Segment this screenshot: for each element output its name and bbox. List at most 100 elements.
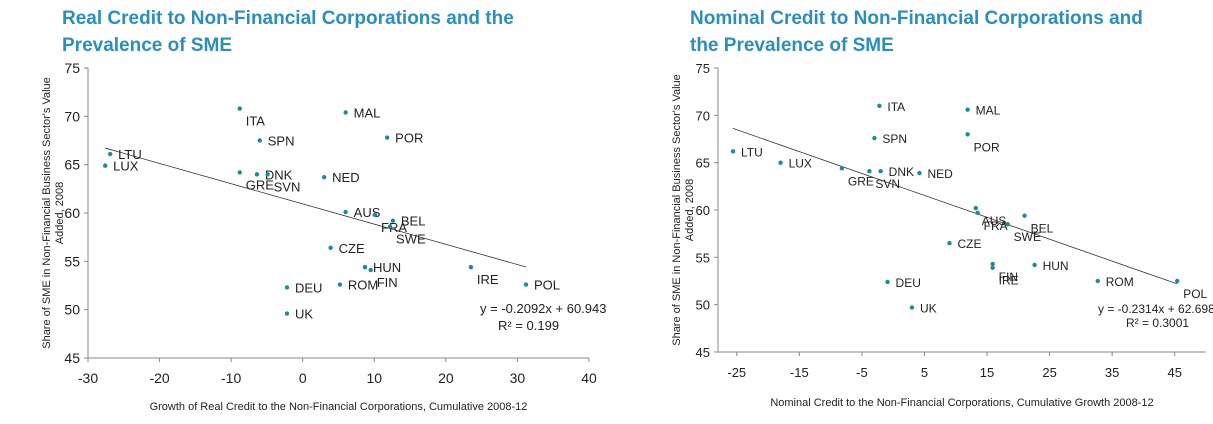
y-tick-label: 65: [696, 156, 710, 171]
point: [975, 210, 980, 216]
point-label: POL: [534, 278, 560, 293]
x-tick-label: -15: [790, 365, 809, 380]
point-label: DNK: [889, 165, 914, 179]
point-label: HUN: [373, 260, 401, 275]
point: [878, 168, 883, 174]
y-tick-label: 55: [64, 253, 80, 269]
point: [730, 149, 736, 154]
x-tick-label: 45: [1167, 365, 1181, 380]
x-tick-label: 20: [438, 370, 454, 386]
point-label: DEU: [295, 280, 322, 295]
point-label: HUN: [1043, 259, 1069, 273]
trend-r2: R² = 0.3001: [1126, 316, 1189, 330]
point: [867, 168, 872, 174]
point-label: DEU: [896, 276, 921, 290]
point-label: UK: [295, 307, 313, 322]
point: [973, 205, 978, 211]
x-tick-label: 25: [1042, 365, 1056, 380]
point-label: POR: [395, 131, 423, 146]
point: [885, 279, 890, 285]
point: [337, 282, 343, 287]
point-label: SVN: [875, 177, 900, 191]
point: [947, 240, 952, 246]
point: [839, 166, 845, 171]
y-tick-label: 45: [696, 345, 710, 360]
point: [254, 172, 260, 177]
x-tick-label: 35: [1105, 365, 1119, 380]
y-tick-label: 60: [696, 203, 710, 218]
y-tick-label: 70: [696, 108, 710, 123]
point-label: SWE: [1014, 230, 1041, 244]
point-label: AUS: [354, 205, 381, 220]
point: [265, 172, 270, 177]
point-label: ITA: [887, 100, 905, 114]
point-label: FRA: [984, 219, 1008, 233]
y-tick-label: 60: [64, 205, 80, 221]
y-axis-title: Added, 2008: [684, 179, 696, 241]
x-tick-label: 30: [510, 370, 526, 386]
point: [1095, 278, 1100, 284]
point-label: GRE: [246, 177, 275, 192]
y-tick-label: 50: [696, 298, 710, 313]
point: [523, 282, 529, 287]
y-tick-label: 65: [64, 157, 80, 173]
point: [390, 218, 396, 223]
chart-title: Nominal Credit to Non-Financial Corporat…: [690, 8, 1143, 29]
trendline: [105, 147, 527, 268]
point-label: GRE: [848, 174, 874, 188]
chart-title: Real Credit to Non-Financial Corporation…: [62, 8, 514, 29]
point-label: MAL: [976, 104, 1001, 118]
y-tick-label: 75: [64, 60, 80, 76]
x-axis-title: Growth of Real Credit to the Non-Financi…: [150, 401, 528, 413]
point-label: CZE: [339, 241, 365, 256]
x-tick-label: -20: [149, 370, 169, 386]
point: [909, 305, 915, 310]
point: [237, 106, 242, 111]
point: [321, 175, 327, 180]
point: [284, 285, 290, 290]
point-label: POR: [974, 140, 1000, 154]
trend-equation: y = -0.2314x + 62.698: [1098, 302, 1213, 316]
x-tick-label: 10: [366, 370, 382, 386]
x-tick-label: -25: [727, 365, 746, 380]
point: [468, 264, 474, 270]
point-label: AUS: [982, 214, 1007, 228]
point: [384, 135, 390, 140]
point-label: LTU: [118, 147, 142, 162]
point-label: BEL: [1031, 222, 1054, 236]
point: [1022, 213, 1027, 218]
y-tick-label: 45: [64, 350, 80, 366]
point-label: CZE: [957, 237, 981, 251]
point-label: POL: [1183, 287, 1207, 301]
point-label: ROM: [348, 278, 378, 293]
point: [990, 261, 995, 267]
x-tick-label: -5: [856, 365, 868, 380]
point: [387, 224, 393, 229]
point-label: LUX: [789, 157, 812, 171]
x-tick-label: -10: [221, 370, 241, 386]
point-label: SVN: [274, 179, 301, 194]
y-tick-label: 75: [696, 61, 710, 76]
point: [102, 163, 108, 168]
point: [284, 311, 290, 316]
point: [237, 170, 242, 175]
point: [1032, 262, 1037, 268]
point: [965, 107, 970, 112]
point-label: FIN: [999, 270, 1018, 284]
point: [872, 135, 877, 141]
point-label: ROM: [1106, 275, 1134, 289]
point: [343, 110, 348, 115]
point: [107, 151, 113, 157]
point-label: ITA: [246, 114, 266, 129]
point-label: UK: [920, 302, 937, 316]
point: [328, 245, 333, 250]
point: [343, 209, 348, 215]
trendline: [732, 128, 1178, 285]
y-tick-label: 50: [64, 302, 80, 318]
point-label: MAL: [354, 105, 381, 120]
point: [368, 267, 373, 273]
point-label: FRA: [381, 220, 407, 235]
point: [1005, 222, 1010, 227]
point-label: IRE: [999, 274, 1019, 288]
